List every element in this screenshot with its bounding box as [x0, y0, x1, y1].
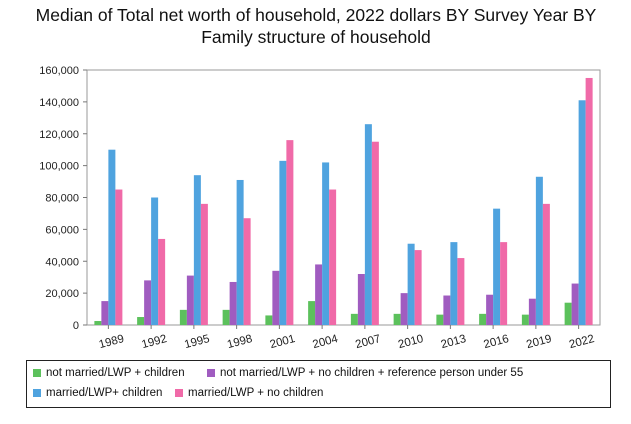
bar-1992-series-3	[158, 238, 166, 325]
x-tick-label: 1998	[226, 333, 254, 351]
y-tick-label: 160,000	[39, 65, 79, 77]
x-tick-label: 2001	[269, 333, 297, 351]
bar-1998-series-3	[243, 218, 251, 325]
bar-2010-series-3	[414, 250, 422, 325]
bar-1995-series-3	[200, 203, 208, 325]
y-tick-label: 60,000	[45, 224, 79, 236]
bar-1995-series-0	[179, 309, 187, 325]
y-tick-label: 0	[73, 320, 79, 332]
chart-legend: not married/LWP + children not married/LW…	[26, 360, 611, 408]
chart-title-line-2: Family structure of household	[201, 27, 431, 47]
bar-2022-series-1	[571, 283, 579, 325]
bar-2007-series-2	[364, 124, 372, 325]
bar-1995-series-2	[193, 175, 201, 325]
bar-2016-series-1	[486, 294, 494, 325]
legend-swatch	[33, 389, 41, 397]
chart-title: Median of Total net worth of household, …	[22, 4, 610, 48]
legend-item: not married/LWP + no children + referenc…	[207, 367, 523, 379]
legend-item: married/LWP + no children	[175, 387, 323, 399]
bar-2004-series-1	[315, 264, 323, 325]
y-tick-label: 20,000	[45, 288, 79, 300]
bar-1989-series-0	[94, 321, 102, 325]
bar-1989-series-1	[101, 301, 109, 325]
x-tick-label: 1995	[183, 333, 211, 351]
bar-2007-series-1	[357, 274, 365, 325]
bar-2016-series-0	[479, 313, 487, 325]
bar-1998-series-0	[222, 309, 230, 325]
bar-2019-series-2	[535, 176, 543, 325]
bar-2001-series-3	[286, 140, 294, 325]
legend-label: married/LWP+ children	[46, 387, 163, 399]
bar-2004-series-3	[329, 189, 337, 325]
bar-2013-series-2	[450, 242, 458, 325]
bar-2019-series-0	[521, 314, 529, 325]
legend-swatch	[175, 389, 183, 397]
bar-2013-series-3	[457, 258, 465, 325]
bar-1992-series-1	[144, 280, 152, 325]
y-tick-label: 100,000	[39, 161, 79, 173]
bar-2007-series-0	[350, 313, 358, 325]
bar-2022-series-3	[585, 77, 593, 325]
bar-2013-series-1	[443, 295, 451, 325]
x-tick-label: 1992	[140, 333, 168, 351]
bar-1992-series-2	[151, 197, 159, 325]
chart-title-line-1: Median of Total net worth of household, …	[35, 5, 597, 25]
bar-1992-series-0	[137, 317, 145, 325]
bar-2019-series-1	[528, 298, 536, 325]
x-tick-label: 2022	[568, 333, 596, 351]
bar-2016-series-2	[493, 208, 501, 325]
bar-2013-series-0	[436, 314, 444, 325]
plot-area	[86, 69, 601, 326]
x-tick-label: 2019	[525, 333, 553, 351]
bar-1998-series-2	[236, 179, 244, 325]
x-tick-label: 2007	[354, 333, 382, 351]
legend-label: not married/LWP + children	[46, 367, 185, 379]
y-tick-label: 120,000	[39, 129, 79, 141]
y-tick-label: 40,000	[45, 256, 79, 268]
legend-label: married/LWP + no children	[188, 387, 324, 399]
bar-1995-series-1	[186, 275, 194, 325]
bar-2019-series-3	[542, 203, 550, 325]
bar-2016-series-3	[500, 242, 508, 325]
bar-chart: 0 20,000 40,000 60,000 80,000 100,000 120,000 1…	[39, 65, 601, 351]
bar-2001-series-1	[272, 270, 280, 325]
bar-2022-series-0	[564, 302, 572, 325]
bar-2010-series-1	[400, 293, 408, 325]
bar-2001-series-2	[279, 160, 287, 325]
bar-2007-series-3	[371, 141, 379, 325]
bar-2004-series-0	[308, 301, 316, 325]
bar-2010-series-0	[393, 313, 401, 325]
y-tick-label: 80,000	[45, 193, 79, 205]
x-tick-label: 2010	[397, 333, 425, 351]
bar-2001-series-0	[265, 315, 273, 325]
legend-swatch	[33, 369, 41, 377]
bar-2004-series-2	[322, 162, 330, 325]
legend-item: married/LWP+ children	[33, 387, 162, 399]
bar-1989-series-3	[115, 189, 123, 325]
legend-label: not married/LWP + no children + referenc…	[220, 367, 524, 379]
x-tick-label: 2013	[440, 333, 468, 351]
bar-1998-series-1	[229, 281, 237, 325]
legend-item: not married/LWP + children	[33, 367, 185, 379]
chart-container: Median of Total net worth of household, …	[22, 0, 610, 424]
y-tick-label: 140,000	[39, 97, 79, 109]
legend-swatch	[207, 369, 215, 377]
x-tick-label: 2004	[311, 333, 339, 351]
x-tick-label: 2016	[482, 333, 510, 351]
bar-1989-series-2	[108, 149, 116, 325]
bar-2022-series-2	[578, 100, 586, 325]
bar-2010-series-2	[407, 243, 415, 325]
x-tick-label: 1989	[98, 333, 126, 351]
